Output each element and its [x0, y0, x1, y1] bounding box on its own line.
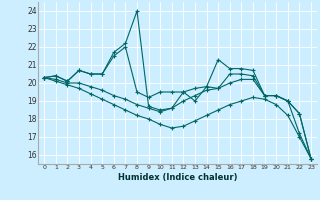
- X-axis label: Humidex (Indice chaleur): Humidex (Indice chaleur): [118, 173, 237, 182]
